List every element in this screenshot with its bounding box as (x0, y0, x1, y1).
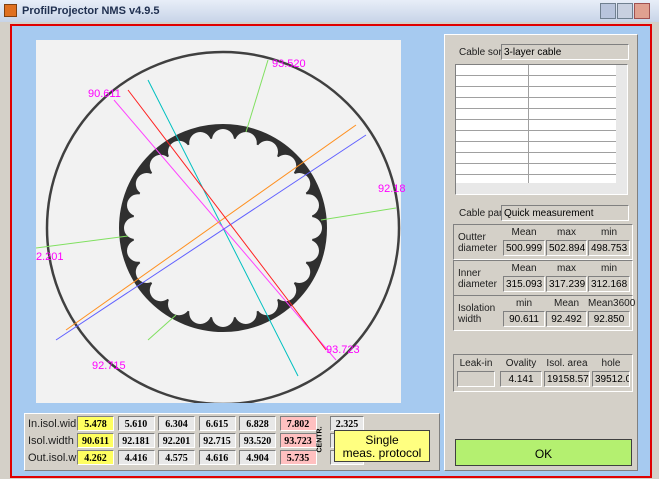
column-header: min (588, 227, 630, 238)
measure-label: 92.715 (92, 360, 126, 372)
row-label: width (458, 314, 481, 325)
value-cell: 4.575 (158, 450, 195, 465)
value-field: 500.999 (503, 240, 545, 256)
centr-cell: 2.325 (330, 416, 364, 431)
grid-row (456, 97, 616, 98)
column-header: Mean (503, 263, 545, 274)
row-label: Isol.width (28, 435, 74, 447)
column-header: Leak-in (455, 358, 497, 369)
grid-col (528, 65, 529, 183)
value-cell: 6.304 (158, 416, 195, 431)
row-label: Out.isol.w (28, 452, 76, 464)
field-value: 3-layer cable (501, 44, 629, 60)
title-bar: ProfilProjector NMS v4.9.5 (0, 0, 659, 22)
ok-button[interactable]: OK (455, 439, 632, 466)
window-title: ProfilProjector NMS v4.9.5 (22, 5, 160, 17)
value-cell: 4.416 (118, 450, 155, 465)
measure-label: 92.18 (378, 183, 406, 195)
column-header: max (546, 227, 587, 238)
page: ProfilProjector NMS v4.9.5 (() => { cons… (0, 0, 659, 479)
grid-row (456, 130, 616, 131)
button-text: Single (334, 433, 430, 447)
column-header: min (588, 263, 630, 274)
value-cell: 92.181 (118, 433, 155, 448)
grid-row (456, 75, 616, 76)
grid-row (456, 86, 616, 87)
row-label: Inner (458, 268, 481, 279)
value-field: 315.093 (503, 276, 545, 292)
grid-row (456, 174, 616, 175)
grid-row (456, 108, 616, 109)
value-cell: 5.735 (280, 450, 317, 465)
value-cell: 6.615 (199, 416, 236, 431)
field-label: Cable sort (459, 47, 505, 58)
measure-label: 93.520 (272, 58, 306, 70)
value-cell: 5.478 (77, 416, 114, 431)
value-cell: 93.520 (239, 433, 276, 448)
grid-row (456, 141, 616, 142)
value-cell: 4.616 (199, 450, 236, 465)
value-cell: 93.723 (280, 433, 317, 448)
scrollbar (616, 65, 627, 183)
value-cell: 92.201 (158, 433, 195, 448)
centr-label: CENTR. (317, 420, 324, 460)
value-cell: 92.715 (199, 433, 236, 448)
scrollbar (456, 183, 627, 194)
value-field (457, 371, 495, 387)
value-field: 92.492 (546, 311, 587, 327)
value-cell: 4.904 (239, 450, 276, 465)
minimize-button[interactable] (600, 3, 616, 19)
value-cell: 90.611 (77, 433, 114, 448)
value-field: 502.894 (546, 240, 587, 256)
value-field: 90.611 (503, 311, 545, 327)
column-header: Mean (546, 298, 587, 309)
column-header: hole (592, 358, 630, 369)
measure-label: 93.723 (326, 344, 360, 356)
grid-row (456, 152, 616, 153)
value-field: 4.141 (500, 371, 542, 387)
row-label: In.isol.wid (28, 418, 76, 430)
row-label: Outter (458, 232, 486, 243)
row-label: diameter (458, 243, 497, 254)
measure-label: 90.611 (88, 88, 121, 100)
value-cell: 6.828 (239, 416, 276, 431)
column-header: Isol. area (544, 358, 590, 369)
value-field: 317.239 (546, 276, 587, 292)
field-value: Quick measurement (501, 205, 629, 221)
app-icon (4, 4, 17, 17)
value-field: 312.168 (588, 276, 630, 292)
value-cell: 5.610 (118, 416, 155, 431)
row-label: Isolation (458, 303, 495, 314)
value-field: 92.850 (588, 311, 630, 327)
value-field: 498.753 (588, 240, 630, 256)
value-cell: 4.262 (77, 450, 114, 465)
row-label: diameter (458, 279, 497, 290)
button-text: meas. protocol (334, 446, 430, 460)
field-label: Cable part (459, 208, 505, 219)
grid-row (456, 119, 616, 120)
column-header: Ovality (500, 358, 542, 369)
measure-label: 2.201 (36, 251, 64, 263)
column-header: Mean (503, 227, 545, 238)
column-header: max (546, 263, 587, 274)
grid-row (456, 163, 616, 164)
value-field: 19158.571 (544, 371, 590, 387)
column-header: Mean3600 (588, 298, 630, 309)
value-cell: 7.802 (280, 416, 317, 431)
close-button[interactable] (634, 3, 650, 19)
column-header: min (503, 298, 545, 309)
maximize-button[interactable] (617, 3, 633, 19)
value-field: 39512.008 (592, 371, 630, 387)
